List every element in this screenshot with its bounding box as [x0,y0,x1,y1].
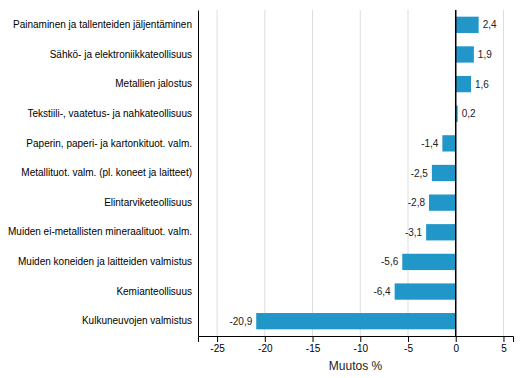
x-axis-line [199,337,514,343]
y-tick: Kemianteollisuus [116,286,192,297]
x-tick-mark [217,336,218,342]
y-tick: Elintarviketeollisuus [104,197,192,208]
zero-line [455,10,457,336]
y-tick-label: Muiden ei-metallisten mineraalituot. val… [8,226,192,237]
y-tick-label: Sähkö- ja elektroniikkateollisuus [50,49,192,60]
x-axis: -25 -20 -15 -10 -5 0 5 [199,336,514,354]
x-tick-label: 5 [501,343,507,354]
chart: -20,9 -6,4 -5,6 -3,1 -2,8 -2,5 -1,4 0,2 1,6 1,9 2,… [0,0,529,378]
x-tick-label: -15 [306,343,321,354]
x-tick-mark [503,336,504,342]
bar [432,165,456,181]
bar [456,46,474,62]
x-tick-mark [408,336,409,342]
y-tick-label: Metallien jalostus [115,78,192,89]
data-label: -5,6 [381,256,399,267]
x-tick-label: -5 [404,343,413,354]
y-tick-label: Kulkuneuvojen valmistus [82,315,192,326]
data-label: -2,5 [411,168,429,179]
y-tick: Paperin, paperi- ja kartonkituot. valm. [26,138,192,149]
x-tick-mark [360,336,361,342]
x-tick: -5 [404,336,413,354]
x-tick: -15 [306,336,321,354]
x-tick-label: -25 [210,343,225,354]
y-tick: Muiden koneiden ja laitteiden valmistus [18,256,192,267]
data-label: -3,1 [405,227,423,238]
y-tick: Metallituot. valm. (pl. koneet ja laitte… [21,167,192,178]
plot: -20,9 -6,4 -5,6 -3,1 -2,8 -2,5 -1,4 0,2 1,6 1,9 2,… [8,10,513,354]
grid-line [360,10,361,336]
bar [429,194,456,210]
x-axis-title: Muutos % [329,359,383,373]
data-label: -6,4 [373,286,391,297]
bar [395,283,456,299]
x-tick-label: -20 [258,343,273,354]
y-axis: Kulkuneuvojen valmistus Kemianteollisuus M… [8,11,198,337]
bar [456,76,471,92]
bar [442,135,455,151]
x-tick-mark [265,336,266,342]
grid-line [312,10,313,336]
x-tick: -10 [354,336,369,354]
x-tick-mark [313,336,314,342]
data-label: 1,6 [475,79,489,90]
data-label: -2,8 [408,197,426,208]
bar [402,254,455,270]
y-tick: Muiden ei-metallisten mineraalituot. val… [8,226,192,237]
x-tick-label: 0 [453,343,459,354]
data-label: -20,9 [229,316,252,327]
y-tick: Painaminen ja tallenteiden jäljentäminen [13,19,192,30]
x-tick: 0 [453,336,459,354]
x-tick-label: -10 [354,343,369,354]
x-tick: 5 [501,336,507,354]
bar [426,224,456,240]
y-tick-label: Elintarviketeollisuus [104,197,192,208]
y-tick-label: Paperin, paperi- ja kartonkituot. valm. [26,138,192,149]
y-tick: Tekstiili-, vaatetus- ja nahkateollisuus [27,108,192,119]
y-tick: Sähkö- ja elektroniikkateollisuus [50,49,192,60]
data-label: -1,4 [421,138,439,149]
bar [256,313,456,329]
x-tick-mark [456,336,457,342]
y-axis-line [198,11,199,337]
data-label: 1,9 [478,49,492,60]
y-tick: Kulkuneuvojen valmistus [82,315,192,326]
y-tick-label: Tekstiili-, vaatetus- ja nahkateollisuus [27,108,192,119]
grid-line [264,10,265,336]
data-label: 0,2 [462,108,476,119]
grid-line [217,10,218,336]
grid-line [503,10,504,336]
y-tick-label: Painaminen ja tallenteiden jäljentäminen [13,19,192,30]
bars [256,10,478,336]
y-tick-label: Kemianteollisuus [116,286,192,297]
bar [456,17,479,33]
grid [217,10,503,336]
x-tick: -25 [210,336,225,354]
y-tick: Metallien jalostus [115,78,192,89]
x-tick: -20 [258,336,273,354]
y-tick-label: Muiden koneiden ja laitteiden valmistus [18,256,192,267]
data-labels: -20,9 -6,4 -5,6 -3,1 -2,8 -2,5 -1,4 0,2 1,6 1,9 2,… [229,19,497,326]
y-tick-label: Metallituot. valm. (pl. koneet ja laitte… [21,167,192,178]
data-label: 2,4 [483,19,497,30]
grid-line [455,10,456,336]
